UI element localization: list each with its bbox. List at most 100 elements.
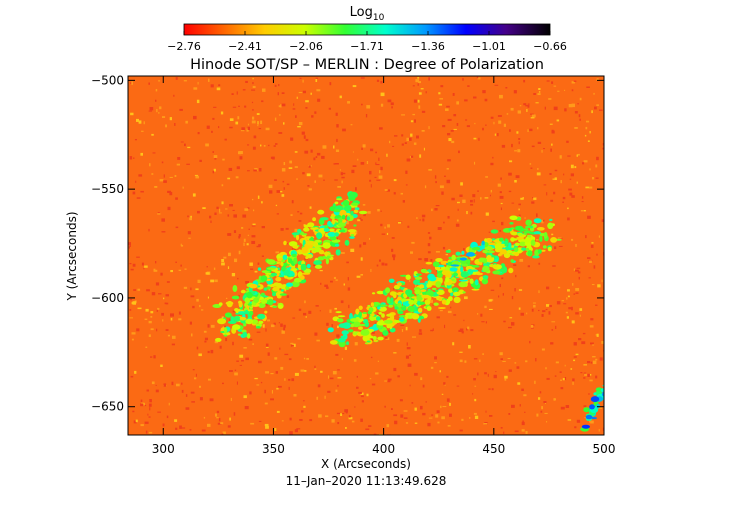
heatmap-cell — [453, 296, 461, 304]
heatmap-cell — [552, 265, 556, 267]
heatmap-cell — [583, 407, 590, 413]
heatmap-cell — [531, 308, 534, 312]
heatmap-cell — [391, 408, 393, 410]
heatmap-cell — [223, 256, 227, 259]
heatmap-cell — [448, 249, 451, 251]
heatmap-cell — [527, 265, 530, 268]
heatmap-cell — [497, 253, 502, 257]
heatmap-cell — [334, 307, 337, 310]
heatmap-cell — [251, 319, 259, 325]
heatmap-cell — [360, 329, 370, 336]
heatmap-cell — [400, 414, 404, 418]
heatmap-cell — [588, 393, 590, 395]
heatmap-cell — [303, 400, 305, 402]
heatmap-cell — [591, 110, 593, 114]
heatmap-cell — [574, 127, 578, 129]
heatmap-cell — [573, 356, 577, 358]
heatmap-cell — [149, 163, 151, 167]
heatmap-cell — [151, 173, 154, 175]
heatmap-cell — [441, 270, 451, 276]
heatmap-cell — [595, 304, 598, 306]
heatmap-cell — [314, 180, 316, 183]
heatmap-cell — [524, 228, 529, 231]
heatmap-cell — [439, 185, 444, 189]
heatmap-cell — [495, 371, 497, 373]
heatmap-cell — [551, 81, 554, 84]
heatmap-cell — [556, 301, 561, 305]
heatmap-cell — [342, 128, 346, 132]
heatmap-cell — [501, 277, 504, 280]
heatmap-cell — [539, 391, 542, 394]
heatmap-cell — [479, 359, 481, 362]
heatmap-cell — [318, 414, 322, 418]
heatmap-cell — [315, 77, 318, 79]
heatmap-cell — [427, 422, 431, 427]
heatmap-cell — [128, 246, 130, 249]
heatmap-cell — [205, 272, 210, 275]
heatmap-cell — [578, 276, 580, 280]
heatmap-cell — [492, 156, 494, 159]
heatmap-cell — [361, 103, 363, 106]
heatmap-cell — [413, 142, 417, 145]
heatmap-cell — [182, 186, 184, 189]
heatmap-cell — [516, 366, 520, 369]
heatmap-cell — [244, 297, 251, 304]
heatmap-cell — [518, 289, 523, 291]
heatmap-cell — [284, 378, 286, 381]
heatmap-cell — [316, 339, 320, 342]
heatmap-cell — [513, 264, 517, 266]
heatmap-cell — [286, 243, 289, 245]
heatmap-cell — [193, 115, 197, 120]
heatmap-cell — [253, 209, 255, 212]
heatmap-cell — [292, 317, 296, 319]
heatmap-cell — [257, 262, 260, 265]
heatmap-cell — [412, 336, 416, 338]
heatmap-cell — [415, 79, 420, 83]
heatmap-cell — [507, 358, 511, 359]
heatmap-cell — [387, 224, 390, 228]
heatmap-cell — [148, 431, 153, 434]
heatmap-cell — [486, 254, 492, 260]
heatmap-cell — [243, 347, 247, 349]
heatmap-cell — [335, 249, 341, 256]
heatmap-cell — [447, 133, 451, 136]
heatmap-cell — [362, 204, 366, 206]
heatmap-cell — [294, 429, 298, 433]
heatmap-cell — [291, 200, 294, 204]
heatmap-cell — [380, 103, 384, 107]
heatmap-cell — [466, 328, 468, 331]
heatmap-cell — [156, 109, 158, 113]
heatmap-cell — [578, 114, 581, 118]
heatmap-cell — [226, 297, 228, 299]
heatmap-cell — [600, 388, 604, 393]
heatmap-cell — [276, 213, 279, 215]
heatmap-cell — [243, 238, 246, 242]
heatmap-cell — [459, 351, 463, 353]
heatmap-cell — [435, 258, 443, 262]
heatmap-cell — [336, 237, 338, 241]
heatmap-cell — [187, 231, 191, 235]
heatmap-cell — [258, 360, 262, 364]
heatmap-cell — [590, 361, 593, 364]
heatmap-cell — [309, 237, 314, 242]
heatmap-cell — [276, 190, 281, 193]
heatmap-cell — [275, 143, 278, 145]
heatmap-cell — [482, 127, 484, 131]
heatmap-cell — [258, 420, 262, 422]
heatmap-cell — [559, 371, 562, 373]
heatmap-cell — [386, 424, 390, 428]
heatmap-cell — [183, 286, 188, 289]
heatmap-cell — [278, 385, 282, 388]
heatmap-cell — [155, 389, 159, 393]
heatmap-cell — [467, 85, 470, 87]
heatmap-cell — [464, 360, 467, 363]
heatmap-cell — [422, 412, 426, 416]
heatmap-cell — [303, 357, 306, 360]
heatmap-cell — [375, 151, 377, 154]
heatmap-cell — [511, 143, 513, 148]
heatmap-cell — [526, 312, 528, 315]
heatmap-cell — [341, 330, 349, 335]
heatmap-cell — [293, 277, 302, 283]
heatmap-cell — [567, 419, 572, 421]
heatmap-cell — [463, 248, 465, 251]
